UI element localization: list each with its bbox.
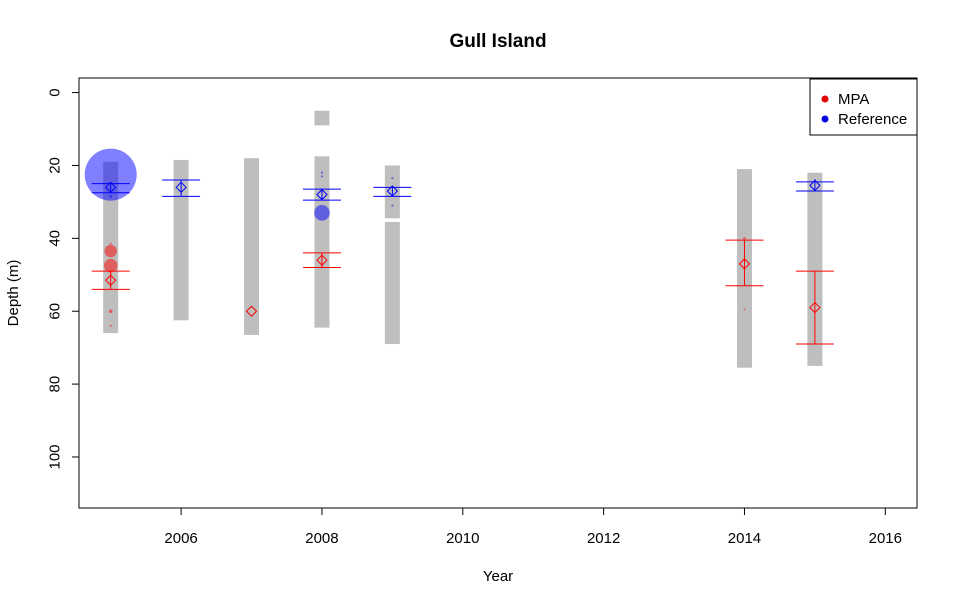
depth-range-bar bbox=[314, 156, 330, 328]
y-tick-label: 20 bbox=[46, 157, 63, 174]
reference-point bbox=[109, 195, 112, 198]
mpa-mean-marker bbox=[738, 258, 751, 270]
legend: MPA Reference bbox=[809, 78, 918, 136]
mpa-point bbox=[109, 242, 112, 245]
x-tick-label: 2016 bbox=[869, 530, 902, 547]
legend-label: Reference bbox=[838, 111, 907, 128]
depth-range-bar bbox=[314, 110, 330, 126]
reference-mean-marker bbox=[316, 188, 328, 201]
y-tick-label: 60 bbox=[46, 303, 63, 320]
reference-point bbox=[314, 205, 330, 221]
x-tick-label: 2010 bbox=[446, 530, 479, 547]
depth-range-bar bbox=[244, 158, 260, 335]
x-tick-label: 2014 bbox=[728, 530, 761, 547]
mpa-point bbox=[104, 244, 117, 258]
mpa-point bbox=[743, 308, 746, 311]
x-tick-label: 2008 bbox=[305, 530, 338, 547]
reference-mean-marker bbox=[104, 181, 117, 194]
legend-marker bbox=[821, 95, 829, 103]
legend-marker bbox=[821, 115, 829, 123]
y-tick-label: 80 bbox=[46, 376, 63, 393]
reference-mean-marker bbox=[175, 181, 187, 194]
mpa-mean-marker bbox=[245, 305, 258, 317]
mpa-mean-marker bbox=[809, 301, 821, 314]
plot-area bbox=[84, 110, 834, 368]
y-axis-label: Depth (m) bbox=[5, 260, 22, 327]
reference-mean-marker bbox=[386, 185, 399, 197]
depth-range-bar bbox=[384, 221, 400, 345]
mpa-point bbox=[109, 324, 112, 327]
y-tick-label: 100 bbox=[46, 444, 63, 469]
chart-title: Gull Island bbox=[449, 31, 546, 52]
y-tick-label: 0 bbox=[46, 88, 63, 96]
reference-point bbox=[320, 175, 323, 178]
reference-mean-marker bbox=[809, 179, 821, 192]
depth-range-bar bbox=[173, 159, 189, 321]
mpa-mean-marker bbox=[104, 274, 117, 286]
x-tick-label: 2006 bbox=[164, 530, 197, 547]
reference-point bbox=[391, 177, 394, 180]
legend-box bbox=[809, 78, 918, 136]
reference-point bbox=[320, 171, 323, 174]
x-axis-label: Year bbox=[483, 568, 513, 585]
reference-point bbox=[391, 204, 394, 207]
legend-label: MPA bbox=[838, 91, 869, 108]
depth-range-bar bbox=[807, 172, 823, 366]
mpa-mean-marker bbox=[316, 254, 328, 266]
y-tick-label: 40 bbox=[46, 230, 63, 247]
plot-frame bbox=[78, 77, 918, 509]
reference-point bbox=[84, 148, 137, 201]
mpa-point bbox=[743, 237, 746, 240]
mpa-point bbox=[103, 258, 118, 273]
mpa-point bbox=[108, 309, 113, 314]
x-tick-label: 2012 bbox=[587, 530, 620, 547]
